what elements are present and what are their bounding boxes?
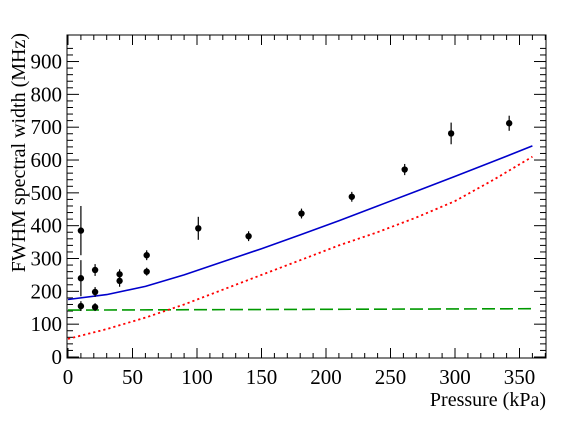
data-point (91, 303, 99, 311)
data-point (116, 271, 123, 278)
plot-frame (66, 34, 547, 359)
x-tick-label: 350 (504, 365, 536, 389)
data-point (505, 120, 513, 127)
x-tick-label: 100 (181, 365, 213, 389)
data-point (77, 275, 85, 282)
y-tick-label: 200 (31, 279, 63, 303)
y-tick-label: 300 (31, 247, 63, 271)
y-tick-label: 900 (31, 50, 63, 74)
x-tick-label: 0 (63, 365, 74, 389)
data-point (91, 266, 99, 274)
series-line-solid (67, 145, 533, 301)
y-tick-label: 400 (31, 214, 63, 238)
data-point (77, 302, 85, 310)
x-axis-title: Pressure (kPa) (430, 389, 546, 411)
data-point (348, 193, 355, 200)
x-tick-label: 300 (439, 365, 471, 389)
x-tick-label: 250 (375, 365, 407, 389)
y-tick-label: 800 (31, 82, 63, 106)
x-tick-label: 50 (122, 365, 143, 389)
y-tick-label: 0 (52, 345, 63, 369)
data-point (401, 166, 408, 173)
y-tick-label: 500 (31, 181, 63, 205)
data-point (245, 232, 252, 240)
y-axis-title: FWHM spectral width (MHz) (8, 33, 30, 272)
x-tick-label: 150 (246, 365, 278, 389)
data-point (447, 130, 455, 137)
ticks-layer: 0 50 100 150 200 250 300 350 0 100 200 300 400 500 600… (31, 35, 546, 389)
series-line-dashed (67, 307, 533, 311)
data-point (91, 288, 99, 296)
data-point (143, 268, 150, 275)
y-tick-label: 600 (31, 148, 63, 172)
series-line-dotted (67, 155, 533, 340)
data-point (195, 225, 202, 232)
points-layer (77, 115, 513, 312)
x-tick-label: 200 (310, 365, 342, 389)
series-layer (67, 145, 533, 340)
data-point (143, 252, 150, 259)
data-point (298, 210, 305, 217)
y-tick-label: 700 (31, 115, 63, 139)
y-tick-label: 100 (31, 312, 63, 336)
data-point (77, 227, 85, 234)
data-point (116, 277, 123, 285)
